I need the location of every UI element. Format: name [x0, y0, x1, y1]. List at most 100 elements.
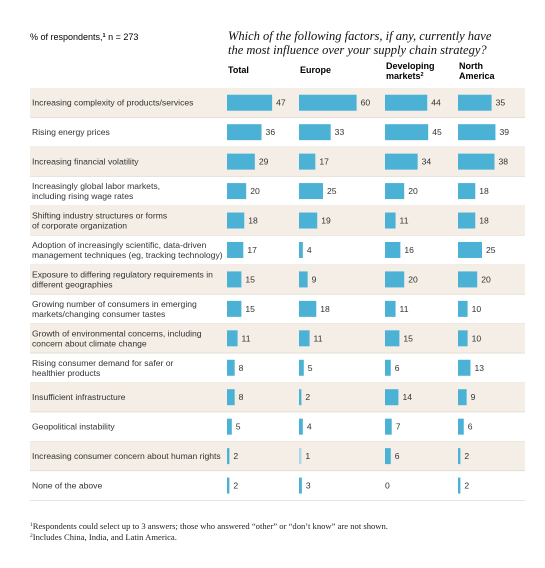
value-label-developing-markets: 6: [395, 363, 400, 373]
footnotes: 1Respondents could select up to 3 answer…: [30, 521, 388, 542]
bar-europe: [299, 153, 316, 170]
bar-total: [227, 448, 230, 465]
bar-total: [227, 330, 238, 347]
value-label-total: 29: [259, 157, 269, 167]
value-label-north-america: 39: [499, 127, 509, 137]
value-label-north-america: 9: [471, 392, 476, 402]
value-label-north-america: 35: [496, 98, 506, 108]
bar-north-america: [458, 300, 468, 317]
value-label-total: 20: [250, 186, 260, 196]
bar-total: [227, 271, 242, 288]
row-band: [30, 146, 525, 177]
row-band: [30, 264, 525, 295]
value-label-north-america: 25: [486, 245, 496, 255]
bar-developing-markets: [385, 271, 405, 288]
row-label: Growing number of consumers in emerging m…: [32, 299, 197, 319]
bar-total: [227, 124, 262, 141]
row-band: [30, 88, 525, 118]
value-label-europe: 9: [312, 274, 317, 284]
value-label-total: 5: [236, 422, 241, 432]
value-label-north-america: 10: [472, 304, 482, 314]
row-label: None of the above: [32, 481, 102, 491]
bar-europe: [299, 359, 304, 376]
row-band: [30, 205, 525, 236]
bar-developing-markets: [385, 330, 400, 347]
column-header-developing-markets-line2: markets2: [386, 71, 424, 81]
value-label-developing-markets: 7: [396, 422, 401, 432]
row-label: Increasing financial volatility: [32, 157, 139, 167]
value-label-europe: 60: [361, 98, 371, 108]
bar-total: [227, 153, 255, 170]
bar-north-america: [458, 183, 476, 200]
bar-europe: [299, 300, 317, 317]
bar-europe: [299, 418, 303, 435]
value-label-north-america: 20: [481, 274, 491, 284]
bar-total: [227, 241, 244, 258]
row-increasingly-global-labor-markets-including-rising-wage-rates: Increasingly global labor markets, includ…: [30, 181, 525, 207]
bar-europe: [299, 94, 357, 111]
footnote-2: 2Includes China, India, and Latin Americ…: [30, 532, 177, 542]
bar-developing-markets: [385, 153, 418, 170]
value-label-developing-markets: 0: [385, 481, 390, 491]
row-growth-of-environmental-concerns-including-concern-about-climate-change: Growth of environmental concerns, includ…: [30, 323, 525, 354]
bar-europe: [299, 477, 302, 494]
value-label-developing-markets: 11: [400, 304, 409, 314]
row-label: Rising energy prices: [32, 127, 110, 137]
bar-europe: [299, 330, 310, 347]
value-label-north-america: 6: [468, 422, 473, 432]
value-label-developing-markets: 6: [395, 451, 400, 461]
value-label-total: 47: [276, 98, 286, 108]
value-label-north-america: 13: [474, 363, 484, 373]
row-shifting-industry-structures-or-forms-of-corporate-organization: Shifting industry structures or forms of …: [30, 205, 525, 236]
bar-north-america: [458, 418, 464, 435]
row-band: [30, 382, 525, 412]
row-label: Increasingly global labor markets, includ…: [32, 181, 160, 201]
bar-europe: [299, 389, 302, 406]
value-label-europe: 25: [327, 186, 337, 196]
row-insufficient-infrastructure: Insufficient infrastructure 8 2 14 9: [30, 382, 525, 413]
value-label-europe: 18: [320, 304, 330, 314]
column-header-europe: Europe: [300, 65, 331, 75]
bar-total: [227, 212, 245, 229]
value-label-total: 15: [245, 274, 255, 284]
value-label-europe: 33: [335, 127, 345, 137]
value-label-europe: 11: [314, 333, 323, 343]
bar-north-america: [458, 241, 482, 258]
bar-total: [227, 418, 232, 435]
value-label-developing-markets: 20: [408, 186, 418, 196]
value-label-total: 8: [239, 392, 244, 402]
bar-developing-markets: [385, 183, 405, 200]
row-growing-number-of-consumers-in-emerging-markets-changing-consumer-tastes: Growing number of consumers in emerging m…: [30, 299, 525, 324]
value-label-total: 2: [233, 481, 238, 491]
value-label-developing-markets: 14: [402, 392, 412, 402]
value-label-north-america: 18: [479, 186, 489, 196]
value-label-europe: 19: [321, 216, 331, 226]
bar-total: [227, 389, 235, 406]
bar-europe: [299, 241, 303, 258]
row-label: Insufficient infrastructure: [32, 392, 126, 402]
bar-developing-markets: [385, 448, 391, 465]
row-adoption-of-increasingly-scientific-data-driven-management-techniques-eg-tracking-technology: Adoption of increasingly scientific, dat…: [30, 240, 525, 266]
bar-europe: [299, 183, 323, 200]
footnote-1: 1Respondents could select up to 3 answer…: [30, 521, 388, 531]
value-label-europe: 5: [308, 363, 313, 373]
bar-north-america: [458, 94, 492, 111]
row-label: Rising consumer demand for safer or healt…: [32, 358, 174, 378]
row-geopolitical-instability: Geopolitical instability 5 4 7 6: [30, 418, 525, 442]
bar-developing-markets: [385, 389, 399, 406]
row-increasing-complexity-of-products-services: Increasing complexity of products/servic…: [30, 88, 525, 118]
value-label-developing-markets: 20: [408, 274, 418, 284]
bar-total: [227, 359, 235, 376]
bar-europe: [299, 448, 302, 465]
row-rising-consumer-demand-for-safer-or-healthier-products: Rising consumer demand for safer or healt…: [30, 358, 525, 383]
column-header-developing-markets: Developing: [386, 61, 435, 71]
value-label-total: 18: [248, 216, 258, 226]
bar-north-america: [458, 271, 478, 288]
row-label: Exposure to differing regulatory require…: [32, 269, 213, 289]
value-label-europe: 4: [307, 245, 312, 255]
value-label-developing-markets: 11: [400, 216, 409, 226]
value-label-north-america: 2: [464, 481, 469, 491]
chart-rows: Increasing complexity of products/servic…: [30, 88, 525, 501]
bar-europe: [299, 212, 318, 229]
value-label-north-america: 10: [472, 333, 482, 343]
